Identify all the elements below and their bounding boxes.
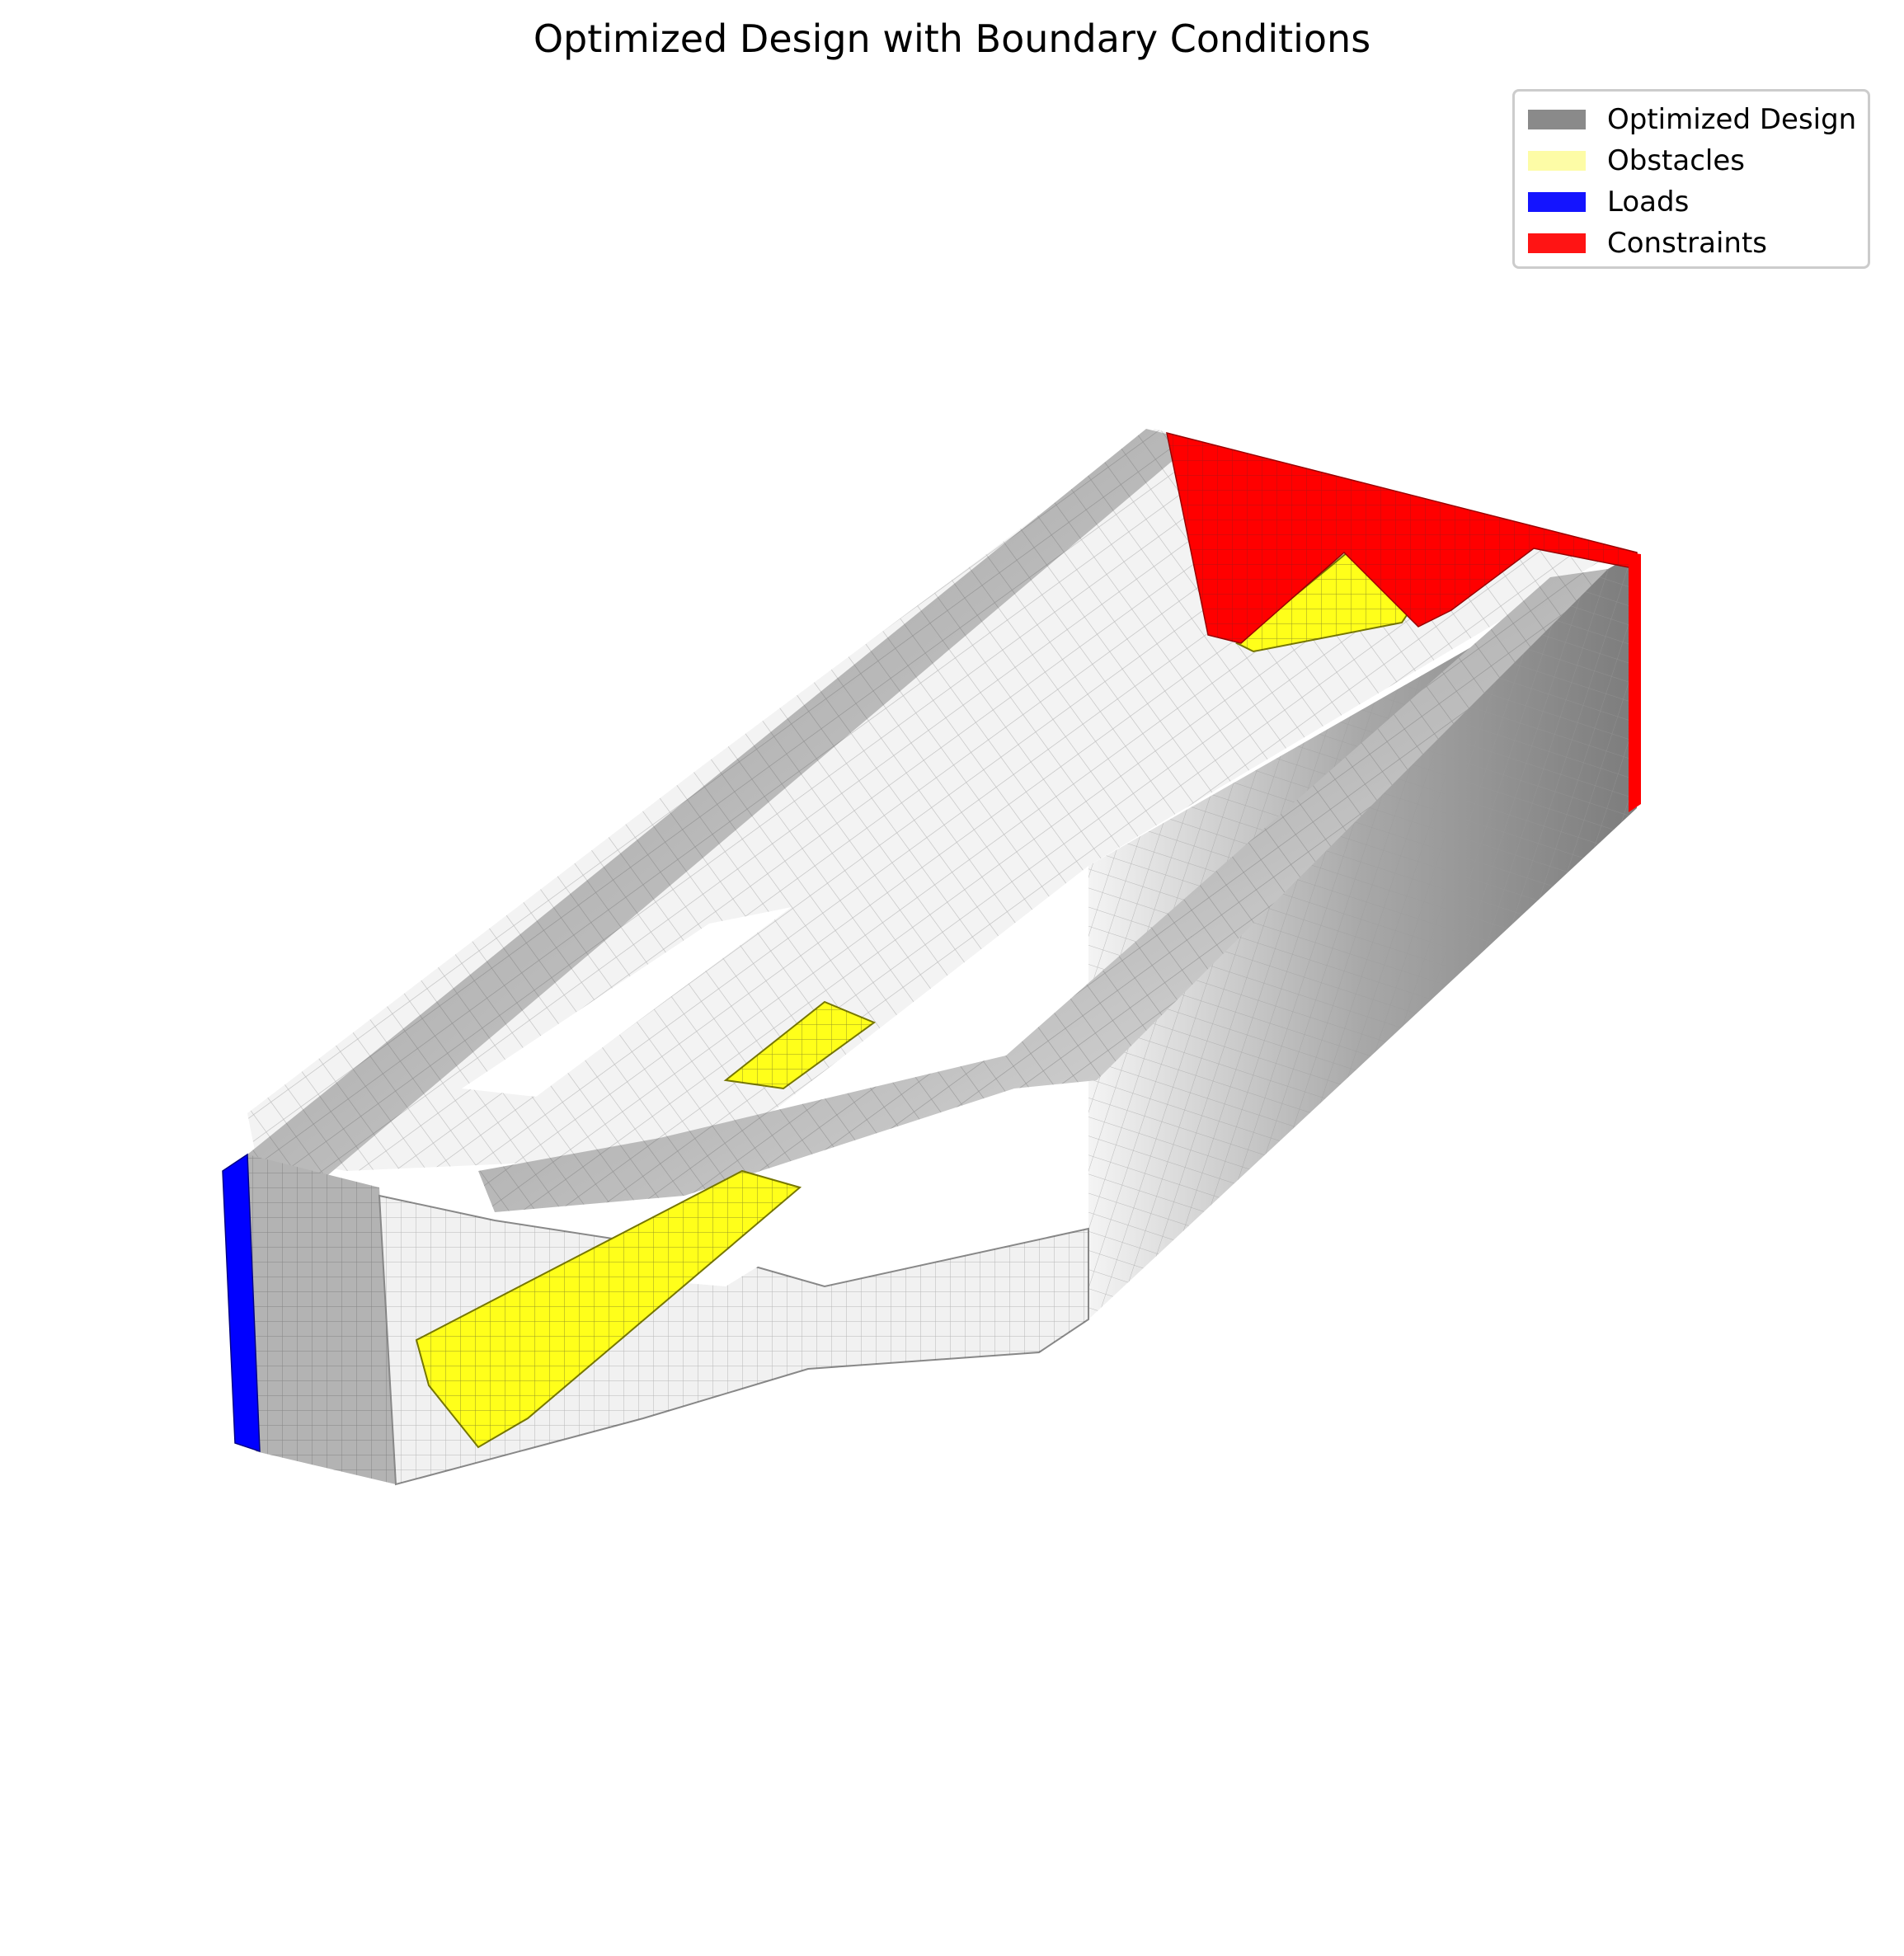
front-end-face [247,1154,396,1484]
legend-label-optimized-design: Optimized Design [1607,103,1857,136]
legend-item-optimized-design: Optimized Design [1528,101,1856,138]
figure-title: Optimized Design with Boundary Condition… [533,16,1371,61]
legend-label-constraints: Constraints [1607,227,1767,260]
constraint-right-edge [1629,552,1641,812]
loads [222,1153,261,1453]
legend-swatch-optimized-design [1528,110,1586,129]
legend-label-obstacles: Obstacles [1607,144,1745,177]
upper-rail [247,429,1196,1187]
load-face [222,1153,261,1453]
legend-item-constraints: Constraints [1528,225,1767,261]
legend-item-obstacles: Obstacles [1528,143,1745,179]
right-side-face [1088,552,1637,1319]
legend-swatch-obstacles [1528,151,1586,171]
legend-swatch-loads [1528,192,1586,212]
legend-label-loads: Loads [1607,186,1690,219]
legend-item-loads: Loads [1528,184,1689,220]
legend-swatch-constraints [1528,233,1586,253]
legend: Optimized Design Obstacles Loads Constra… [1512,89,1870,269]
obstacles [415,547,1412,1449]
middle-beam [478,569,1608,1212]
constraints [1166,431,1641,812]
